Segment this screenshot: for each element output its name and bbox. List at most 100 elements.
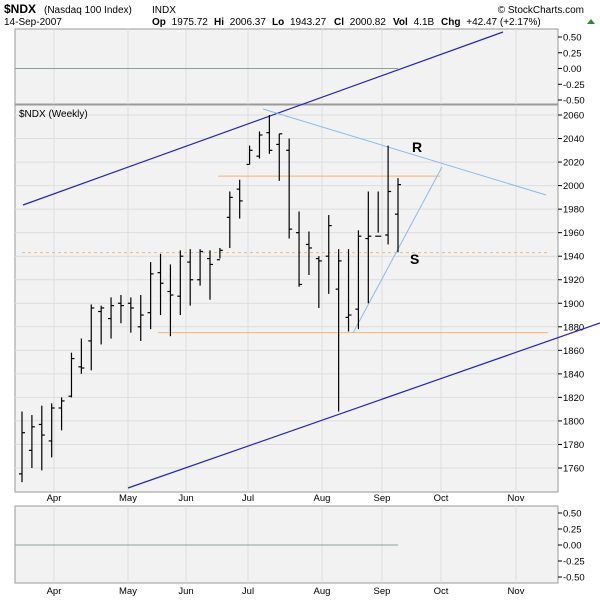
- ohlc-bar: [19, 411, 25, 483]
- ohlc-bar: [286, 138, 293, 239]
- month-label: Oct: [434, 493, 449, 504]
- month-label: Jun: [178, 586, 193, 597]
- month-label: May: [119, 493, 137, 504]
- price-tick-label: 1960: [563, 228, 584, 239]
- month-label: Sep: [374, 586, 391, 597]
- resistance-trendline: [262, 108, 547, 196]
- price-tick-label: 1800: [563, 416, 584, 427]
- top-panel-y-axis: 0.50 0.25 0.00 -0.25 -0.50: [558, 33, 585, 107]
- stat-volume: Vol 4.1B: [393, 17, 435, 28]
- indicator-tick-label: 0.25: [563, 48, 582, 59]
- ohlc-bar: [355, 230, 362, 330]
- ohlc-bar: [246, 145, 253, 166]
- bottom-panel-y-axis: 0.50 0.25 0.00 -0.25 -0.50: [558, 509, 585, 584]
- stat-low-label: Lo: [272, 17, 284, 28]
- price-tick-label: 1900: [563, 299, 584, 310]
- indicator-tick-label: 0.00: [563, 64, 582, 75]
- month-label: May: [119, 586, 137, 597]
- ohlc-bar: [266, 115, 273, 154]
- price-tick-label: 1760: [563, 464, 584, 475]
- price-tick-label: 1920: [563, 275, 584, 286]
- ohlc-bar: [48, 403, 55, 458]
- stat-change: Chg +42.47 (+2.17%): [441, 17, 541, 28]
- price-tick-label: 1940: [563, 252, 584, 263]
- price-tick-label: 2000: [563, 181, 584, 192]
- ohlc-bar: [108, 297, 115, 339]
- price-tick-label: 1860: [563, 346, 584, 357]
- ohlc-bar: [98, 305, 105, 345]
- ohlc-bar: [385, 145, 392, 245]
- price-tick-label: 1820: [563, 393, 584, 404]
- ohlc-bar: [78, 338, 85, 374]
- ohlc-bar: [296, 211, 303, 287]
- price-chart-title: $NDX (Weekly): [19, 109, 88, 120]
- ohlc-bar: [395, 178, 401, 253]
- ohlc-bar: [305, 231, 312, 276]
- ohlc-bar: [226, 191, 233, 248]
- price-grid: [15, 105, 558, 492]
- price-tick-label: 1880: [563, 322, 584, 333]
- price-y-axis: 1760 1780 1800 1820 1840 1860 1880 1900 1920 1940…: [558, 111, 584, 475]
- ohlc-bar: [187, 249, 194, 306]
- index-name: (Nasdaq 100 Index): [44, 5, 132, 16]
- ohlc-bar: [137, 295, 144, 341]
- month-label: Jun: [178, 493, 193, 504]
- month-label: Sep: [374, 493, 391, 504]
- indicator-tick-label: 0.50: [563, 33, 582, 44]
- stat-volume-value: 4.1B: [414, 17, 435, 28]
- indicator-tick-label: 0.00: [563, 541, 582, 552]
- ohlc-bar: [157, 253, 164, 316]
- trend-lines: [22, 31, 600, 489]
- watermark: © StockCharts.com: [498, 5, 584, 16]
- stat-volume-label: Vol: [393, 17, 408, 28]
- lower-channel-line: [127, 322, 600, 489]
- up-arrow-icon: [587, 19, 595, 24]
- ohlc-bar: [325, 215, 332, 294]
- ohlc-bars: [19, 115, 401, 483]
- ohlc-bar: [315, 256, 322, 308]
- resistance-label: R: [412, 139, 422, 155]
- price-tick-label: 1980: [563, 205, 584, 216]
- symbol: $NDX: [4, 2, 36, 16]
- indicator-tick-label: -0.25: [563, 80, 585, 91]
- month-label: Apr: [47, 586, 62, 597]
- indicator-tick-label: -0.50: [563, 573, 585, 584]
- ohlc-bar: [127, 297, 134, 333]
- month-label: Aug: [314, 493, 331, 504]
- ohlc-bar: [236, 179, 243, 219]
- ohlc-bar: [167, 264, 174, 337]
- stat-low: Lo 1943.27: [272, 17, 327, 28]
- ohlc-bar: [88, 304, 95, 371]
- chart-date: 14-Sep-2007: [4, 17, 62, 28]
- exchange: INDX: [152, 5, 176, 16]
- zero-lines: [15, 68, 398, 546]
- top-indicator-panel: [14, 28, 559, 105]
- ohlc-bar: [345, 249, 352, 332]
- month-label: Nov: [508, 493, 525, 504]
- stat-open: Op 1975.72: [152, 17, 208, 28]
- ohlc-bar: [256, 131, 263, 159]
- bottom-panel-x-axis: Apr May Jun Jul Aug Sep Oct Nov: [47, 586, 525, 597]
- ohlc-bar: [38, 405, 45, 471]
- month-label: Jul: [242, 493, 254, 504]
- month-label: Aug: [314, 586, 331, 597]
- stat-close-value: 2000.82: [350, 17, 387, 28]
- stat-high: Hi 2006.37: [214, 17, 266, 28]
- indicator-tick-label: 0.50: [563, 509, 582, 520]
- indicator-tick-label: -0.50: [563, 96, 585, 107]
- ohlc-bar: [28, 415, 35, 468]
- price-tick-label: 2040: [563, 134, 584, 145]
- support-label: S: [410, 251, 419, 267]
- month-label: Nov: [508, 586, 525, 597]
- price-x-axis: Apr May Jun Jul Aug Sep Oct Nov: [47, 493, 525, 504]
- price-tick-label: 1780: [563, 440, 584, 451]
- ohlc-bar: [276, 133, 283, 181]
- top-panel-grid: [53, 29, 517, 104]
- ohlc-bar: [216, 247, 223, 261]
- ohlc-bar: [147, 262, 154, 330]
- month-label: Apr: [47, 493, 62, 504]
- stat-high-label: Hi: [214, 17, 224, 28]
- price-panel: [14, 104, 559, 493]
